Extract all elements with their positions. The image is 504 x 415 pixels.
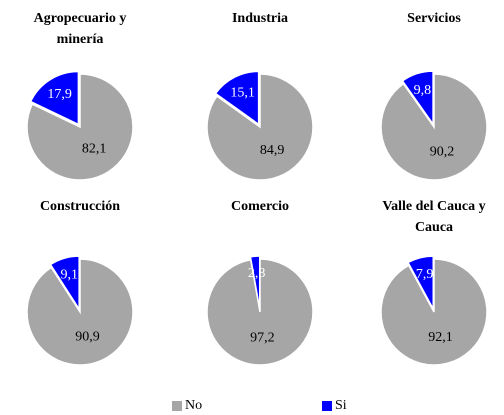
pie-slice — [380, 258, 488, 366]
data-label: 90,9 — [75, 330, 100, 345]
pie-slice — [206, 258, 314, 366]
data-label: 90,2 — [430, 144, 455, 159]
pie-slice — [49, 255, 80, 312]
pie-slice — [249, 255, 261, 310]
pie-slice — [29, 70, 80, 126]
data-label: 82,1 — [82, 142, 107, 157]
legend-label: Si — [335, 398, 347, 413]
data-label: 97,2 — [250, 331, 275, 346]
data-label: 92,1 — [428, 330, 453, 345]
chart-title: Valle del Cauca y Cauca — [382, 199, 486, 235]
data-label: 7,9 — [416, 267, 434, 282]
pie-slice — [380, 73, 488, 181]
pie-slice — [26, 73, 134, 181]
data-label: 15,1 — [230, 85, 255, 100]
legend-swatch — [322, 401, 332, 411]
data-label: 17,9 — [47, 87, 72, 102]
pie-slice — [401, 70, 434, 127]
data-label: 9,8 — [414, 83, 432, 98]
data-label: 84,9 — [260, 143, 285, 158]
pie-slice — [26, 258, 134, 366]
pie-slice — [214, 70, 260, 126]
pie-slice — [407, 255, 435, 310]
chart-title: Industria — [231, 11, 289, 26]
legend-swatch — [172, 401, 182, 411]
legend-label: No — [185, 398, 202, 413]
chart-title: Comercio — [230, 199, 290, 214]
data-label: 9,1 — [60, 268, 78, 283]
pie-slice — [206, 73, 314, 181]
chart-title: Servicios — [407, 11, 461, 26]
chart-title: Agropecuario y minería — [33, 11, 127, 47]
chart-title: Construcción — [39, 199, 121, 214]
data-label: 2,8 — [248, 266, 266, 281]
